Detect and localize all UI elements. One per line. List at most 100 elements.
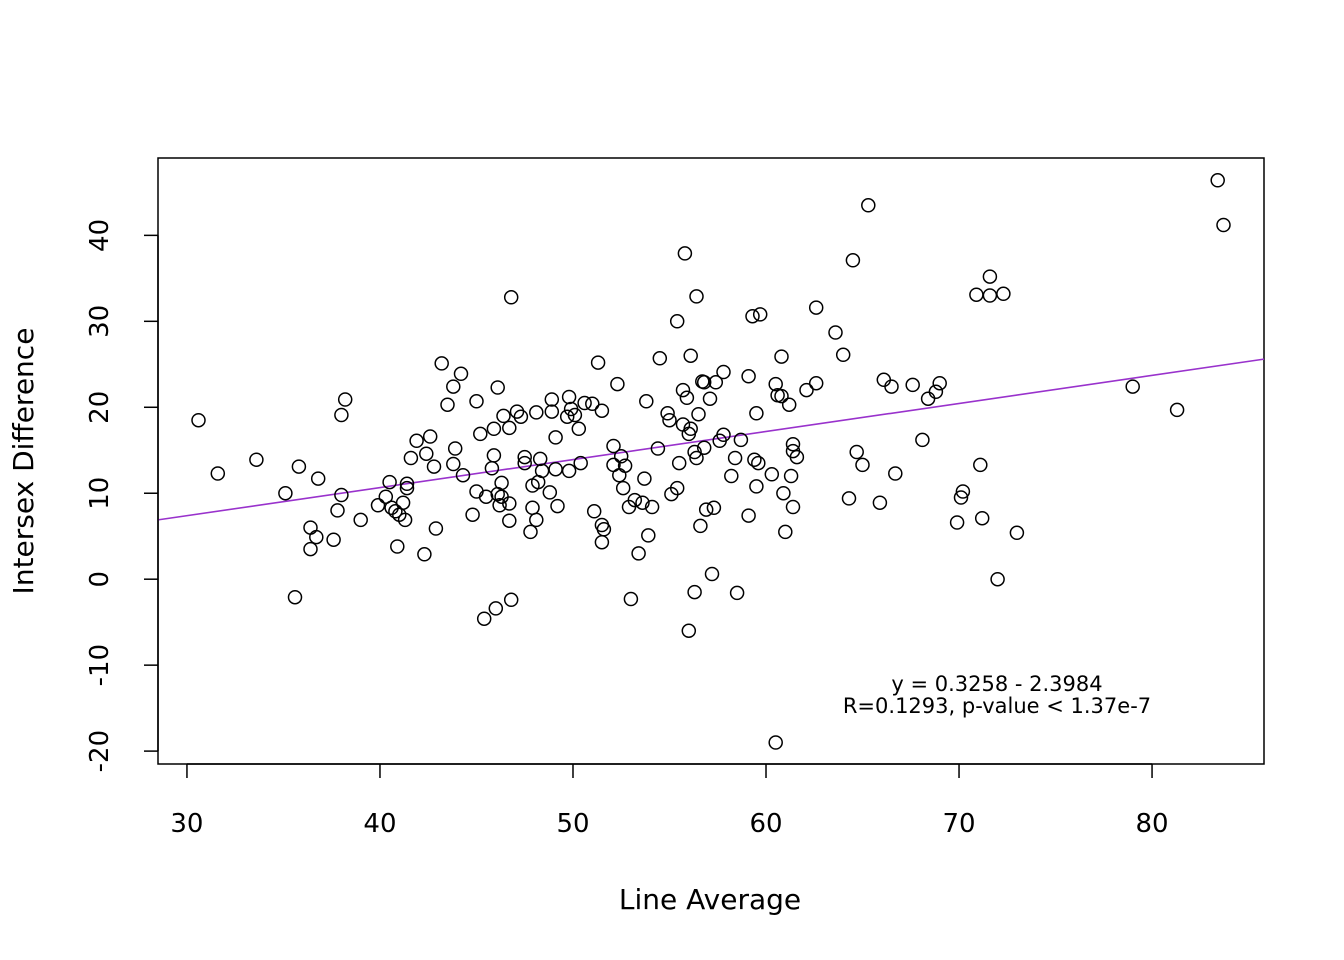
- data-point: [749, 406, 764, 421]
- data-point: [509, 404, 525, 419]
- data-point: [1216, 217, 1231, 233]
- data-point: [774, 349, 789, 364]
- data-point: [586, 504, 602, 519]
- x-tick-label: 50: [556, 809, 589, 839]
- data-point: [955, 484, 971, 499]
- data-point: [623, 591, 639, 607]
- data-point: [494, 489, 509, 504]
- data-point: [596, 522, 612, 537]
- data-point: [191, 412, 206, 428]
- data-point: [388, 504, 403, 519]
- data-point: [503, 592, 519, 608]
- data-point: [969, 287, 984, 302]
- data-point: [517, 455, 532, 471]
- data-point: [828, 325, 843, 340]
- data-point: [334, 487, 349, 503]
- data-point: [577, 395, 592, 411]
- data-point: [679, 390, 695, 406]
- data-point: [660, 406, 675, 421]
- data-point: [210, 466, 226, 481]
- data-point: [751, 455, 766, 471]
- data-point: [484, 461, 500, 476]
- data-point: [778, 524, 793, 540]
- data-point: [559, 409, 575, 424]
- data-point: [309, 529, 324, 545]
- data-point: [1210, 173, 1225, 188]
- data-point: [876, 372, 892, 388]
- data-point: [785, 436, 801, 452]
- y-tick-label: -10: [85, 644, 115, 686]
- data-point: [764, 467, 780, 482]
- data-point: [799, 382, 814, 398]
- data-point: [932, 375, 947, 391]
- data-point: [473, 426, 488, 442]
- data-point: [446, 379, 461, 394]
- y-axis: -20 -10 0 10 20 30 40: [85, 219, 159, 772]
- data-point: [330, 503, 345, 518]
- data-point: [671, 455, 687, 471]
- data-point: [741, 369, 756, 384]
- data-point: [669, 480, 685, 496]
- data-point: [669, 314, 685, 329]
- data-point: [291, 459, 307, 474]
- data-point: [683, 348, 698, 363]
- data-point: [1125, 379, 1140, 394]
- data-point: [1169, 402, 1185, 418]
- x-tick-label: 70: [942, 809, 975, 839]
- data-point: [928, 384, 944, 400]
- data-point: [691, 406, 706, 422]
- data-point: [973, 457, 988, 473]
- data-point: [417, 547, 432, 562]
- data-point: [781, 397, 797, 412]
- data-point: [615, 480, 631, 496]
- data-point: [447, 441, 463, 456]
- y-tick-label: 10: [85, 477, 115, 510]
- data-point: [446, 456, 461, 472]
- data-point: [835, 347, 851, 363]
- data-point: [855, 457, 870, 473]
- data-point: [681, 623, 697, 639]
- data-point: [488, 601, 504, 616]
- y-axis-title: Intersex Difference: [7, 328, 40, 595]
- data-point: [397, 512, 413, 528]
- data-point: [542, 485, 558, 500]
- data-point: [523, 524, 538, 540]
- data-point: [532, 451, 548, 467]
- y-tick-label: -20: [85, 730, 115, 772]
- data-point: [741, 508, 756, 523]
- data-point: [409, 433, 424, 449]
- regression-line-layer: [157, 358, 1265, 521]
- data-point: [486, 448, 502, 463]
- data-point: [440, 397, 455, 412]
- data-point: [395, 495, 411, 510]
- data-point: [469, 394, 484, 409]
- data-point: [303, 520, 318, 535]
- data-point: [905, 377, 920, 393]
- data-point: [689, 450, 704, 466]
- data-point: [747, 452, 762, 467]
- data-point: [650, 441, 666, 456]
- data-point: [696, 375, 712, 390]
- data-point: [808, 300, 824, 315]
- data-point: [490, 380, 505, 395]
- x-tick-label: 60: [749, 809, 782, 839]
- data-point: [974, 510, 990, 526]
- data-point: [278, 485, 293, 501]
- data-point: [698, 502, 714, 517]
- data-point: [727, 450, 743, 466]
- data-point: [689, 289, 704, 304]
- data-point: [249, 452, 264, 467]
- data-point: [612, 467, 627, 483]
- data-point: [594, 534, 610, 550]
- data-point: [399, 480, 415, 496]
- data-point: [749, 479, 764, 494]
- data-point: [724, 468, 739, 484]
- data-point: [733, 432, 749, 448]
- x-axis-title: Line Average: [619, 883, 801, 916]
- data-point: [496, 408, 511, 424]
- data-point: [403, 450, 419, 466]
- data-point: [303, 541, 318, 557]
- data-point: [617, 458, 633, 473]
- data-point: [590, 355, 606, 370]
